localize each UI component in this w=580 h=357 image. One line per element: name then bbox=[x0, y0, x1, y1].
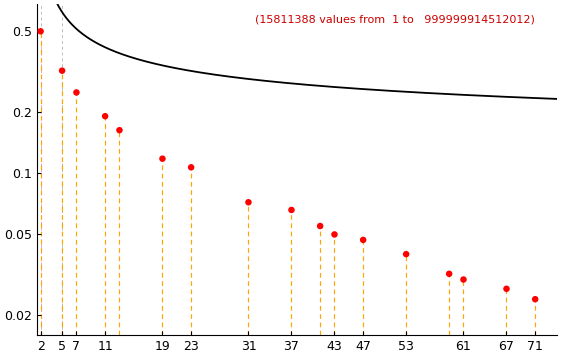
Point bbox=[401, 251, 411, 257]
Point bbox=[330, 232, 339, 237]
Point bbox=[531, 296, 540, 302]
Point bbox=[316, 223, 325, 229]
Point bbox=[187, 165, 196, 170]
Point bbox=[502, 286, 511, 292]
Point bbox=[444, 271, 454, 277]
Point bbox=[459, 277, 468, 282]
Point bbox=[36, 29, 45, 34]
Point bbox=[115, 127, 124, 133]
Point bbox=[158, 156, 167, 162]
Text: (15811388 values from  1 to   999999914512012): (15811388 values from 1 to 9999999145120… bbox=[255, 14, 535, 24]
Point bbox=[244, 200, 253, 205]
Point bbox=[72, 90, 81, 95]
Point bbox=[57, 68, 67, 74]
Point bbox=[100, 113, 110, 119]
Point bbox=[287, 207, 296, 213]
Point bbox=[358, 237, 368, 243]
